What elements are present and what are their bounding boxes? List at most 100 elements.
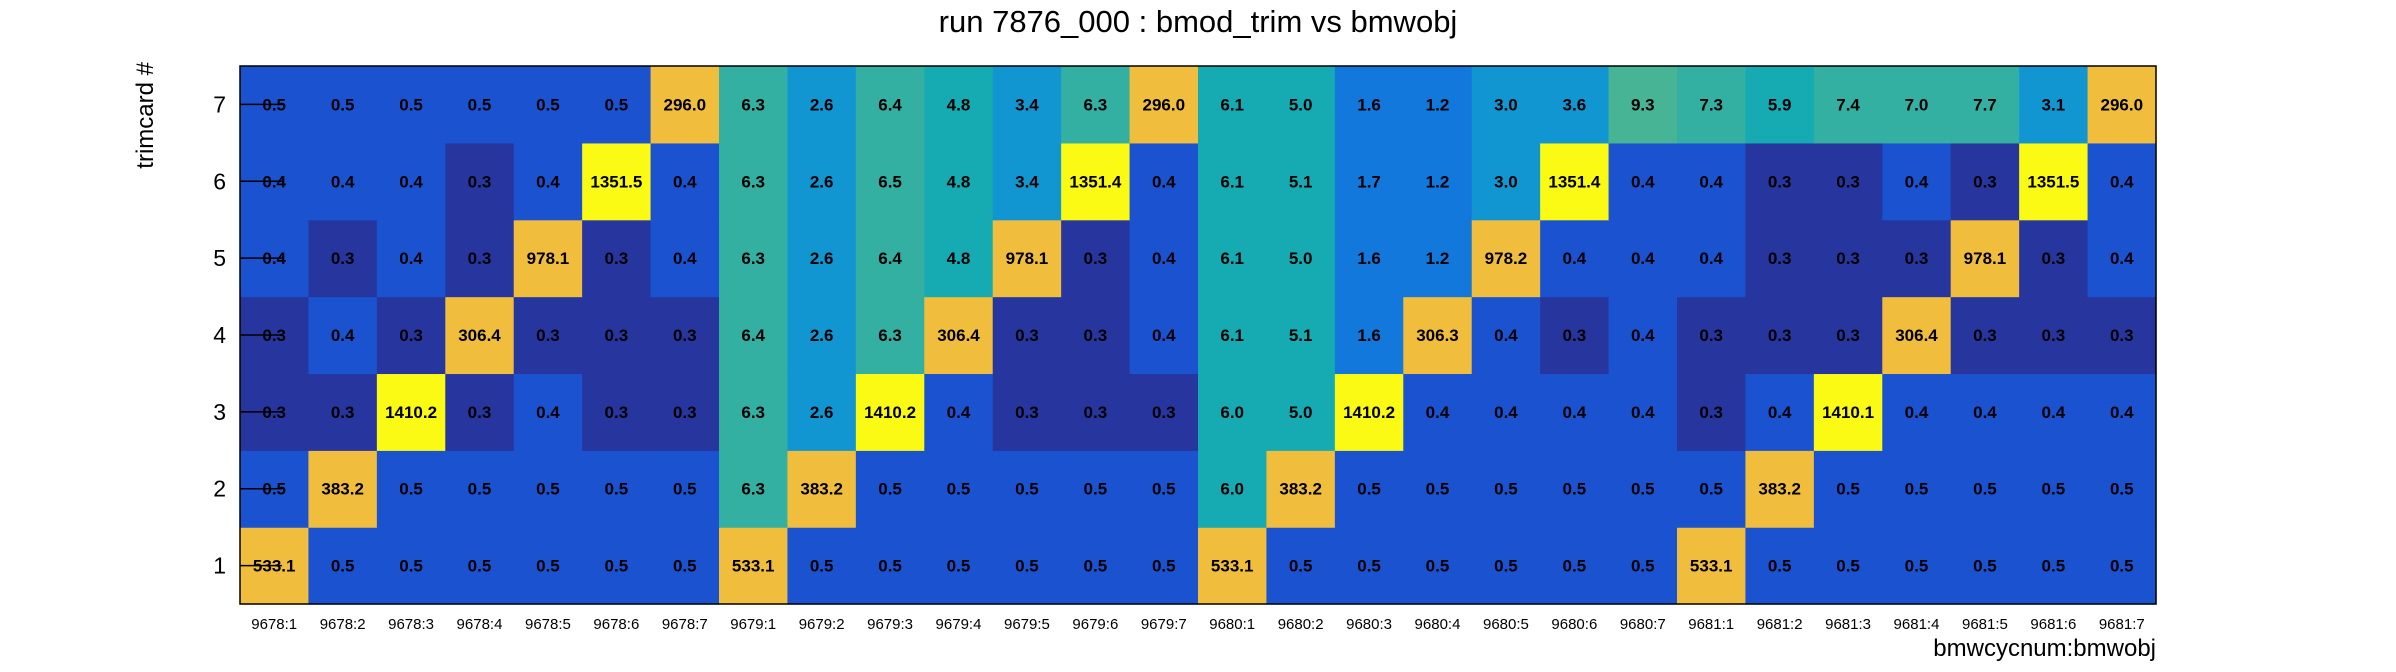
heatmap-cell [650, 142, 720, 221]
heatmap-cell [2087, 66, 2157, 144]
cell-value-label: 5.0 [1289, 249, 1313, 268]
cell-value-label: 0.3 [1836, 172, 1860, 191]
heatmap-cell [719, 142, 789, 221]
cell-value-label: 0.3 [2042, 326, 2066, 345]
cell-value-label: 306.4 [937, 326, 980, 345]
cell-value-label: 6.4 [741, 326, 765, 345]
cell-value-label: 6.0 [1220, 480, 1244, 499]
cell-value-label: 1.6 [1357, 249, 1381, 268]
cell-value-label: 0.5 [1973, 557, 1997, 576]
heatmap-cell [1129, 527, 1199, 605]
heatmap-cell [1608, 66, 1678, 144]
cell-value-label: 0.5 [947, 557, 971, 576]
heatmap-cell [992, 450, 1062, 528]
cell-value-label: 0.4 [2110, 403, 2134, 422]
heatmap-cell [2087, 373, 2157, 451]
cell-value-label: 0.5 [1768, 557, 1792, 576]
cell-value-label: 306.3 [1416, 326, 1459, 345]
heatmap-cell [719, 296, 789, 375]
cell-value-label: 0.3 [1015, 403, 1039, 422]
heatmap-cell [1129, 373, 1199, 451]
x-tick-label: 9679:3 [867, 616, 913, 633]
heatmap-cell [992, 142, 1062, 221]
heatmap-cell [1403, 373, 1473, 451]
heatmap-cell [1745, 66, 1815, 144]
cell-value-label: 0.5 [399, 480, 423, 499]
cell-value-label: 1351.4 [1548, 172, 1601, 191]
heatmap-cell [1061, 527, 1131, 605]
x-tick-label: 9678:6 [593, 616, 639, 633]
cell-value-label: 0.3 [536, 326, 560, 345]
cell-value-label: 978.1 [1964, 249, 2007, 268]
cell-value-label: 0.5 [1289, 557, 1313, 576]
heatmap-cell [1608, 450, 1678, 528]
heatmap-cell [1471, 142, 1541, 221]
heatmap-cell [1266, 296, 1336, 375]
cell-value-label: 3.0 [1494, 95, 1518, 114]
heatmap-cell [2019, 219, 2089, 298]
heatmap-cell [1540, 373, 1610, 451]
cell-value-label: 0.4 [2042, 403, 2066, 422]
cell-value-label: 0.5 [536, 557, 560, 576]
heatmap-cell [513, 527, 583, 605]
heatmap-cell [1129, 142, 1199, 221]
cell-value-label: 0.5 [536, 480, 560, 499]
cell-value-label: 0.3 [1563, 326, 1587, 345]
cell-value-label: 6.3 [878, 326, 902, 345]
cell-value-label: 1.6 [1357, 95, 1381, 114]
heatmap-cell [1882, 66, 1952, 144]
heatmap-cell [1950, 219, 2020, 298]
x-tick-label: 9681:4 [1894, 616, 1940, 633]
x-axis-label: bmwcycnum:bmwobj [1933, 635, 2156, 662]
heatmap-cell [1882, 450, 1952, 528]
heatmap-cell [650, 296, 720, 375]
heatmap-cell [2087, 296, 2157, 375]
axes: 1 2 3 4 5 6 7 9678:1 9678:2 9678:3 9678:4 9678:5 967… [213, 65, 2157, 633]
cell-value-label: 0.4 [673, 249, 697, 268]
cell-value-label: 978.1 [527, 249, 570, 268]
cell-value-label: 0.4 [1699, 249, 1723, 268]
heatmap-cell [719, 450, 789, 528]
heatmap-cell [1471, 373, 1541, 451]
cell-value-label: 978.1 [1006, 249, 1049, 268]
heatmap-cell [1950, 296, 2020, 375]
x-tick-label: 9680:2 [1278, 616, 1324, 633]
cell-value-label: 0.5 [399, 557, 423, 576]
heatmap-cell [1540, 142, 1610, 221]
x-tick-label: 9680:3 [1346, 616, 1392, 633]
cell-value-label: 1351.5 [2027, 172, 2079, 191]
heatmap-cell [992, 219, 1062, 298]
heatmap-cell [855, 142, 925, 221]
heatmap-cell [1266, 219, 1336, 298]
cell-value-label: 1.2 [1426, 95, 1450, 114]
heatmap-cell [719, 219, 789, 298]
heatmap-cell [308, 66, 378, 144]
cell-value-label: 7.7 [1973, 95, 1997, 114]
heatmap-cell [376, 527, 446, 605]
cell-value-label: 0.5 [1631, 557, 1655, 576]
y-tick-label: 5 [213, 245, 226, 271]
heatmap-cell [1882, 527, 1952, 605]
heatmap-cell [992, 296, 1062, 375]
x-tick-label: 9679:1 [730, 616, 776, 633]
cell-value-label: 0.5 [331, 557, 355, 576]
heatmap-cell [445, 527, 515, 605]
x-tick-label: 9678:1 [251, 616, 297, 633]
x-tick-label: 9680:5 [1483, 616, 1529, 633]
heatmap-cell [1403, 296, 1473, 375]
cell-value-label: 0.3 [2110, 326, 2134, 345]
cell-value-label: 4.8 [947, 249, 971, 268]
cell-value-label: 7.0 [1905, 95, 1929, 114]
heatmap-cell [1334, 142, 1404, 221]
heatmap-cell [1266, 450, 1336, 528]
y-tick-label: 4 [213, 322, 226, 348]
heatmap-cell [1334, 373, 1404, 451]
heatmap-cell [1540, 66, 1610, 144]
cell-value-label: 6.1 [1220, 172, 1244, 191]
cell-value-label: 0.4 [947, 403, 971, 422]
cell-value-label: 3.4 [1015, 95, 1039, 114]
heatmap-cell [1061, 450, 1131, 528]
heatmap-cell [2019, 66, 2089, 144]
cell-value-label: 3.6 [1563, 95, 1587, 114]
heatmap-cell [787, 527, 857, 605]
